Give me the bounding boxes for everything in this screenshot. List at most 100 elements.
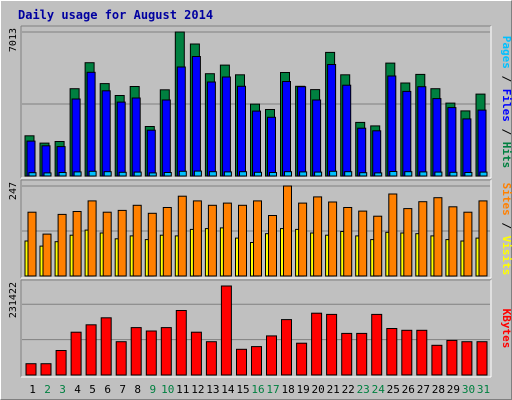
- files-bar: [237, 85, 246, 177]
- files-bar: [387, 75, 397, 177]
- sites-bar: [313, 196, 323, 277]
- pages-bar: [434, 171, 443, 177]
- y-max-label: 247: [8, 182, 19, 200]
- sites-bar: [132, 204, 142, 277]
- sites-bar: [192, 200, 202, 277]
- pages-bar: [193, 170, 202, 177]
- legend-entry: /: [500, 216, 512, 236]
- kbytes-bar: [115, 341, 127, 376]
- day-label: 7: [119, 383, 126, 396]
- legend-entry: Sites: [500, 183, 512, 216]
- panel-legend: Pages / Files / Hits: [500, 36, 512, 169]
- sites-bar: [328, 201, 338, 277]
- pages-bar: [464, 172, 473, 177]
- sites-bar: [448, 206, 458, 277]
- day-label: 12: [191, 383, 204, 396]
- sites-bar: [343, 207, 353, 277]
- pages-bar: [133, 171, 142, 177]
- sites-bar: [87, 200, 97, 277]
- kbytes-bar: [100, 317, 112, 376]
- panel-hits_files_pages: 7013 Pages / Files / Hits: [8, 25, 512, 179]
- kbytes-bar: [386, 328, 398, 376]
- kbytes-bar: [236, 348, 247, 376]
- files-bar: [447, 107, 457, 177]
- pages-bar: [404, 171, 413, 177]
- files-bar: [342, 84, 352, 177]
- kbytes-bar: [431, 344, 443, 376]
- kbytes-bar: [371, 313, 383, 376]
- day-label: 4: [74, 383, 81, 396]
- kbytes-bar: [220, 285, 232, 376]
- sites-bar: [102, 211, 112, 277]
- pages-bar: [28, 172, 37, 177]
- sites-bar: [162, 207, 172, 277]
- day-label: 13: [206, 383, 219, 396]
- kbytes-bar: [70, 331, 82, 376]
- day-label: 11: [176, 383, 189, 396]
- files-bar: [146, 129, 156, 177]
- panel-kbytes: 231422 KBytes: [8, 279, 512, 378]
- kbytes-bar: [476, 341, 488, 376]
- day-label: 5: [89, 383, 96, 396]
- kbytes-bar: [251, 346, 262, 376]
- sites-bar: [207, 204, 217, 277]
- day-label: 1: [29, 383, 36, 396]
- kbytes-bar: [326, 313, 338, 376]
- legend-entry: Files: [500, 89, 512, 122]
- kbytes-bar: [175, 310, 187, 376]
- sites-bar: [283, 185, 292, 277]
- files-bar: [206, 81, 216, 177]
- pages-bar: [329, 170, 338, 177]
- kbytes-bar: [311, 312, 323, 376]
- pages-bar: [148, 172, 157, 177]
- kbytes-bar: [25, 363, 37, 376]
- files-bar: [402, 90, 412, 177]
- sites-bar: [418, 201, 428, 277]
- files-bar: [131, 97, 141, 177]
- legend-entry: KBytes: [500, 309, 512, 349]
- day-label: 28: [432, 383, 445, 396]
- files-bar: [357, 127, 367, 177]
- files-bar: [176, 66, 186, 177]
- sites-bar: [72, 211, 82, 277]
- pages-bar: [359, 172, 368, 177]
- pages-bar: [163, 172, 172, 177]
- files-bar: [191, 56, 201, 177]
- pages-bar: [239, 171, 247, 177]
- sites-bar: [433, 197, 443, 277]
- day-label: 26: [402, 383, 415, 396]
- panel-legend: Sites / Visits: [500, 183, 512, 276]
- files-bar: [221, 76, 231, 177]
- day-label: 27: [417, 383, 430, 396]
- pages-bar: [208, 171, 217, 177]
- kbytes-bar: [401, 329, 413, 376]
- pages-bar: [58, 172, 67, 177]
- day-label: 30: [462, 383, 475, 396]
- panel-legend: KBytes: [500, 309, 512, 349]
- pages-bar: [284, 171, 292, 177]
- sites-bar: [42, 233, 52, 277]
- pages-bar: [223, 171, 232, 177]
- legend-entry: /: [500, 122, 512, 142]
- pages-bar: [299, 171, 308, 177]
- day-label: 21: [327, 383, 340, 396]
- sites-bar: [222, 202, 232, 277]
- sites-bar: [57, 213, 67, 277]
- day-label: 16: [251, 383, 264, 396]
- files-bar: [312, 99, 322, 177]
- sites-bar: [147, 212, 157, 277]
- panel-visits_sites: 247 Sites / Visits: [8, 179, 512, 279]
- pages-bar: [73, 171, 82, 177]
- kbytes-bar: [40, 363, 52, 376]
- pages-bar: [254, 171, 262, 177]
- kbytes-bar: [296, 342, 308, 376]
- sites-bar: [463, 211, 473, 277]
- files-bar: [417, 86, 427, 177]
- sites-bar: [358, 210, 368, 277]
- pages-bar: [449, 171, 458, 177]
- day-label: 2: [44, 383, 51, 396]
- pages-bar: [479, 171, 488, 177]
- kbytes-bar: [55, 350, 67, 376]
- day-label: 6: [104, 383, 111, 396]
- day-label: 22: [342, 383, 355, 396]
